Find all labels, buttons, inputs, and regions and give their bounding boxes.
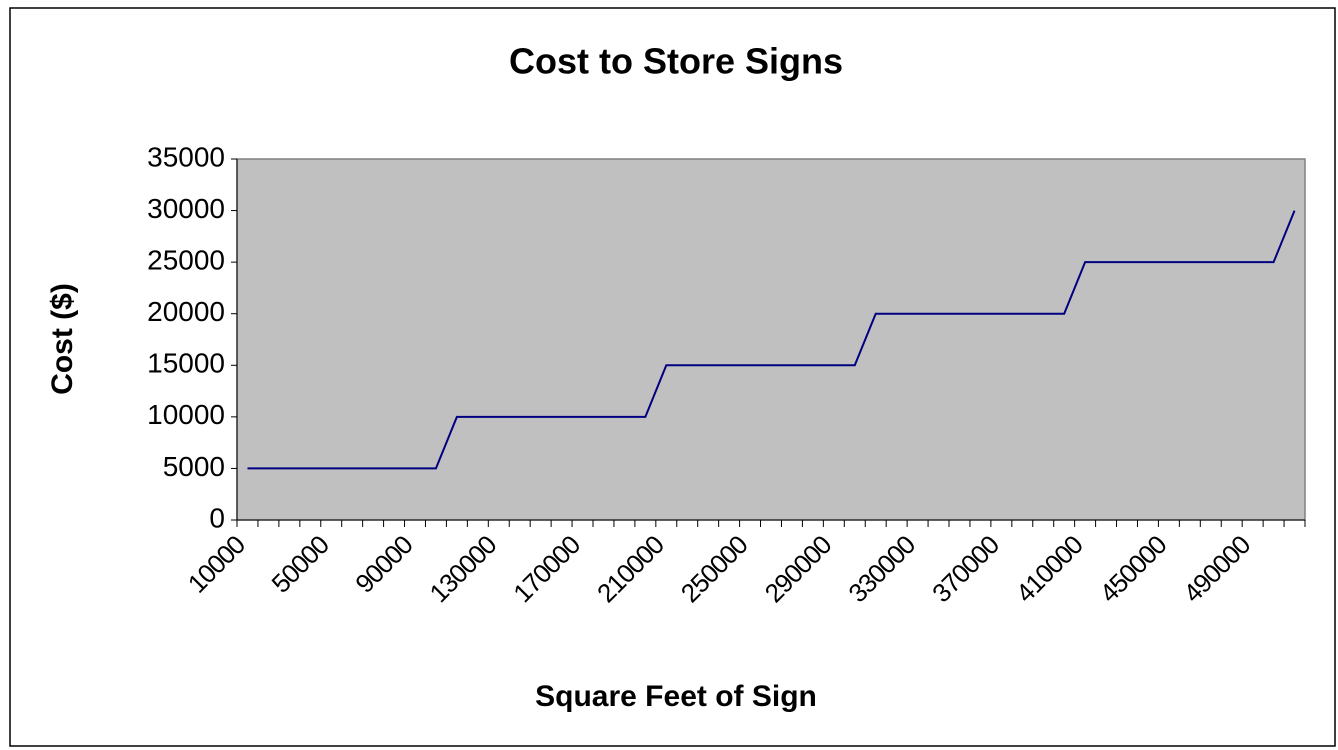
plot-area <box>236 158 1306 521</box>
y-tick-label: 20000 <box>147 296 225 327</box>
y-tick-label: 15000 <box>147 348 225 379</box>
y-tick-label: 0 <box>209 502 225 533</box>
y-tick-label: 25000 <box>147 245 225 276</box>
x-axis-label: Square Feet of Sign <box>535 680 817 713</box>
chart-title: Cost to Store Signs <box>509 41 843 82</box>
y-tick-label: 5000 <box>163 451 225 482</box>
y-tick-label: 30000 <box>147 193 225 224</box>
line-series <box>247 210 1296 470</box>
y-axis-label: Cost ($) <box>46 283 79 395</box>
y-tick-label: 35000 <box>147 141 225 172</box>
y-tick-label: 10000 <box>147 399 225 430</box>
